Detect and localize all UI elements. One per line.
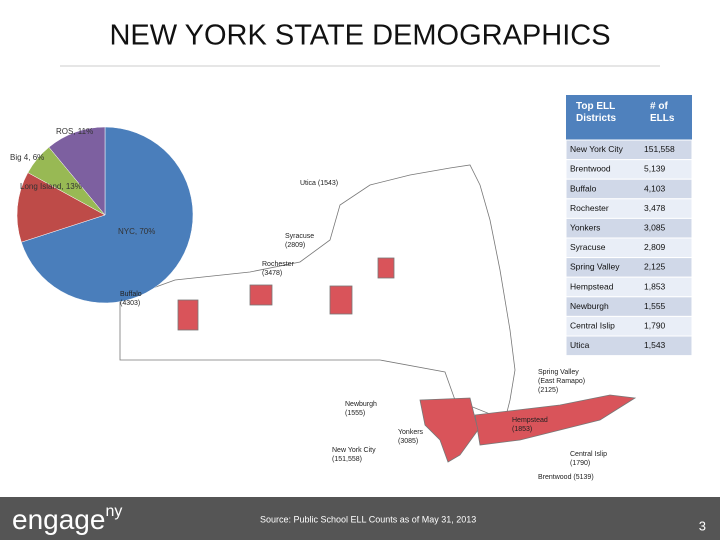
pie-label: ROS, 11% xyxy=(56,127,93,136)
table-cell: Utica xyxy=(570,340,590,350)
map-label: Central Islip xyxy=(570,451,607,458)
table-cell: Spring Valley xyxy=(570,262,620,272)
map-label: Rochester xyxy=(262,261,295,268)
pie-slice xyxy=(48,126,106,216)
table-cell: 2,125 xyxy=(644,262,666,272)
logo-main: engage xyxy=(12,504,105,535)
category-name: Long Island xyxy=(20,182,61,191)
logo-sup: ny xyxy=(105,503,122,520)
pie-slice xyxy=(16,172,106,243)
table-cell: Rochester xyxy=(570,203,609,213)
separator: , xyxy=(73,127,77,136)
map-label: Newburgh xyxy=(345,401,377,408)
value-label: 11% xyxy=(78,127,93,136)
table-header-text: # of ELLs xyxy=(650,101,675,124)
table-row-bg xyxy=(565,335,693,357)
map-label: (3085) xyxy=(398,438,418,445)
onondaga-county xyxy=(329,285,353,315)
map-label: Spring Valley xyxy=(538,369,579,376)
pie-label: Big 4, 6% xyxy=(10,153,44,162)
erie-county xyxy=(177,299,199,331)
source-note: Source: Public School ELL Counts as of M… xyxy=(260,514,476,524)
table-cell: Brentwood xyxy=(570,164,611,174)
separator: , xyxy=(61,182,65,191)
map-label: (3478) xyxy=(262,270,282,277)
map-label: Hempstead xyxy=(512,417,548,424)
map-label: Syracuse xyxy=(285,233,314,240)
map-label: Brentwood (5139) xyxy=(538,474,594,481)
value-label: 13% xyxy=(66,182,82,191)
page-number: 3 xyxy=(699,518,706,533)
table-cell: 5,139 xyxy=(644,164,666,174)
table-cell: Newburgh xyxy=(570,301,609,311)
footer-band xyxy=(0,497,720,540)
table-cell: 1,543 xyxy=(644,340,666,350)
header-cell: # of ELLs xyxy=(650,101,675,124)
pie-slice xyxy=(20,126,194,304)
table-cell: 1,555 xyxy=(644,301,666,311)
map-label: (1790) xyxy=(570,460,590,467)
monroe-county xyxy=(249,284,273,306)
category-name: ROS xyxy=(56,127,73,136)
table-cell: Buffalo xyxy=(570,183,597,193)
table-cell: Central Islip xyxy=(570,320,615,330)
category-name: Big 4 xyxy=(10,153,29,162)
map-label: Buffalo xyxy=(120,291,142,298)
table-cell: 3,085 xyxy=(644,222,666,232)
map-label: (1853) xyxy=(512,426,532,433)
map-label: (2125) xyxy=(538,387,558,394)
map-label: (2809) xyxy=(285,242,305,249)
logo: engageny xyxy=(12,503,122,535)
table-cell: 151,558 xyxy=(644,144,675,154)
map-label: Yonkers xyxy=(398,429,424,436)
table-cell: Yonkers xyxy=(570,222,600,232)
map-label: (4303) xyxy=(120,300,140,307)
table-cell: 3,478 xyxy=(644,203,666,213)
map-label: (151,558) xyxy=(332,456,362,463)
map-label: (East Ramapo) xyxy=(538,378,585,385)
separator: , xyxy=(135,227,139,236)
table-cell: 1,853 xyxy=(644,281,666,291)
table-cell: 4,103 xyxy=(644,183,666,193)
table-cell: Hempstead xyxy=(570,281,614,291)
oneida-county xyxy=(377,257,395,279)
category-name: NYC xyxy=(118,227,135,236)
header-cell: Top ELL Districts xyxy=(576,101,617,124)
table-cell: 1,790 xyxy=(644,320,666,330)
table-header-bg xyxy=(566,95,692,140)
slide-title: NEW YORK STATE DEMOGRAPHICS xyxy=(109,20,610,52)
map-label: (1555) xyxy=(345,410,365,417)
table-cell: New York City xyxy=(570,144,624,154)
map-label: Utica (1543) xyxy=(300,180,338,187)
table-header-text: Top ELL Districts xyxy=(576,101,617,124)
table-cell: 2,809 xyxy=(644,242,666,252)
map-label: New York City xyxy=(332,447,376,454)
pie-label: Long Island, 13% xyxy=(20,182,82,191)
hudson-region xyxy=(419,397,479,463)
value-label: 70% xyxy=(139,227,155,236)
table-cell: Syracuse xyxy=(570,242,606,252)
long-island xyxy=(474,394,637,446)
ny-state-outline xyxy=(119,164,516,421)
separator: , xyxy=(28,153,32,162)
map xyxy=(119,164,637,463)
pie-label: NYC, 70% xyxy=(118,227,155,236)
value-label: 6% xyxy=(33,153,45,162)
